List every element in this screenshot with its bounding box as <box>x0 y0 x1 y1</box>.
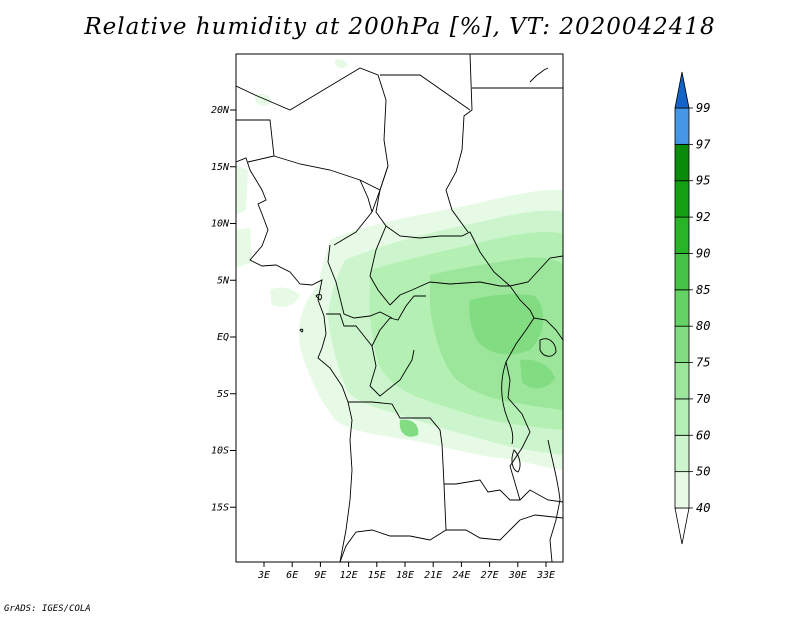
colorbar-segment <box>674 362 690 400</box>
colorbar-label: 97 <box>696 137 711 151</box>
colorbar-label: 40 <box>696 501 710 515</box>
lon-label: 30E <box>508 570 527 581</box>
colorbar-segment <box>674 471 690 509</box>
map-frame <box>235 53 564 563</box>
colorbar-label: 95 <box>696 174 710 188</box>
colorbar-segment <box>674 180 690 218</box>
colorbar-segment <box>674 507 690 545</box>
lat-label: 10N <box>211 219 230 230</box>
colorbar: 40 50 60 70 75 80 85 90 92 95 97 99 <box>674 71 711 545</box>
colorbar-segment <box>674 216 690 254</box>
lat-axis: 20N 15N 10N 5N EQ 5S 10S 15S <box>211 105 236 513</box>
colorbar-segment <box>674 434 690 473</box>
colorbar-segment <box>674 143 690 182</box>
lon-label: 27E <box>481 570 499 581</box>
country-borders <box>236 54 563 562</box>
lon-axis: 3E 6E 9E 12E 15E 18E 21E 24E 27E 30E 33E <box>257 562 555 581</box>
colorbar-segment <box>674 71 690 109</box>
colorbar-label: 80 <box>696 319 710 333</box>
lat-label: 5N <box>217 275 230 286</box>
lon-label: 33E <box>536 570 555 581</box>
grads-credit: GrADS: IGES/COLA <box>4 604 91 614</box>
colorbar-segment <box>674 289 690 327</box>
colorbar-label: 60 <box>696 428 710 442</box>
lon-label: 18E <box>396 570 414 581</box>
lon-label: 6E <box>286 570 298 581</box>
lon-label: 12E <box>340 570 358 581</box>
lon-label: 24E <box>452 570 470 581</box>
lat-label: 15N <box>211 162 230 173</box>
colorbar-label: 75 <box>696 356 710 370</box>
colorbar-label: 70 <box>696 392 710 406</box>
lat-label: 20N <box>211 105 230 116</box>
lon-label: 9E <box>314 570 326 581</box>
humidity-shading <box>236 59 563 470</box>
colorbar-segment <box>674 398 690 436</box>
map-title: Relative humidity at 200hPa [%], VT: 202… <box>84 14 716 40</box>
colorbar-segment <box>674 253 690 291</box>
colorbar-label: 92 <box>696 210 710 224</box>
colorbar-segment <box>674 107 690 145</box>
lat-label: 15S <box>211 502 229 513</box>
lat-label: EQ <box>217 332 229 343</box>
colorbar-label: 85 <box>696 283 710 297</box>
colorbar-label: 90 <box>696 246 710 260</box>
colorbar-label: 50 <box>696 465 710 479</box>
lon-label: 3E <box>257 570 270 581</box>
lat-label: 10S <box>211 446 229 457</box>
colorbar-label: 99 <box>696 101 710 115</box>
colorbar-segment <box>674 325 690 363</box>
lon-label: 15E <box>368 570 386 581</box>
lon-label: 21E <box>424 570 442 581</box>
lat-label: 5S <box>217 389 229 400</box>
